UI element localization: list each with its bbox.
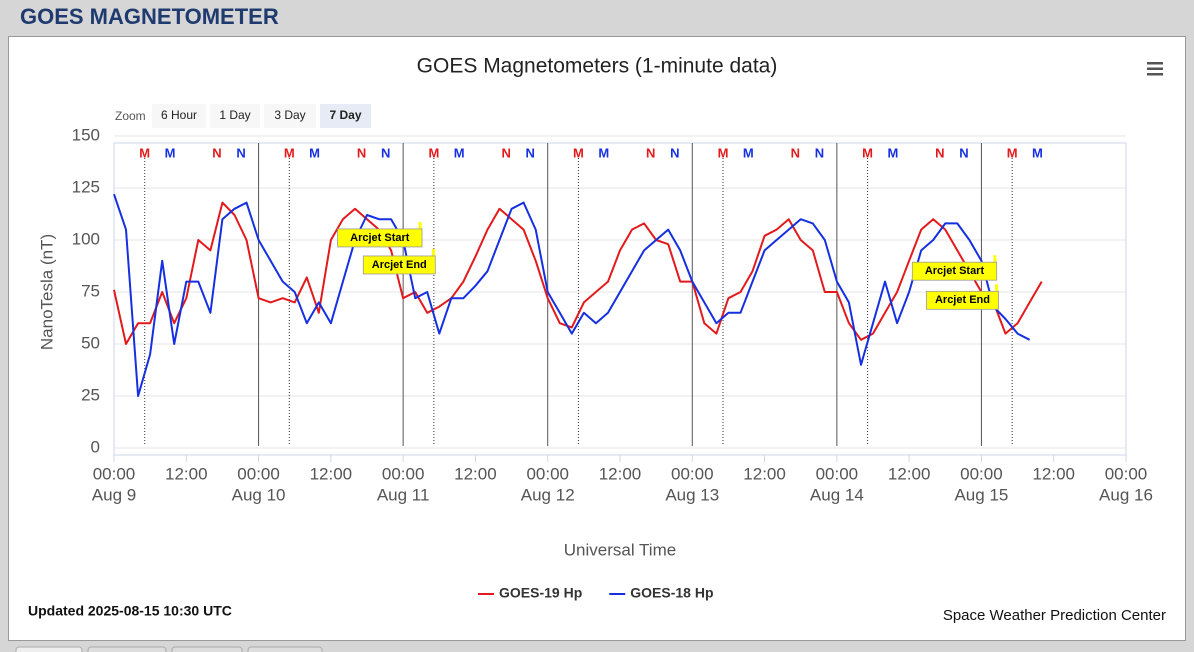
chart-title: GOES Magnetometers (1-minute data) bbox=[417, 55, 778, 78]
annotation-box bbox=[911, 261, 998, 281]
x-tick-date: Aug 16 bbox=[1099, 485, 1153, 504]
x-tick-label: 00:00 bbox=[1105, 464, 1148, 483]
marker-label: M bbox=[139, 145, 150, 160]
marker-label: N bbox=[526, 145, 535, 160]
x-tick-date: Aug 15 bbox=[954, 485, 1008, 504]
marker-label: M bbox=[1007, 145, 1018, 160]
zoom-button-label: 7 Day bbox=[329, 108, 361, 122]
x-tick-label: 12:00 bbox=[454, 464, 497, 483]
y-axis-title: NanoTesla (nT) bbox=[37, 234, 56, 350]
marker-label: N bbox=[791, 145, 800, 160]
marker-label: N bbox=[959, 145, 968, 160]
annotation-text: Arcjet End bbox=[935, 294, 990, 306]
y-tick-label: 50 bbox=[81, 333, 100, 352]
menu-bar bbox=[1147, 62, 1163, 65]
y-tick-label: 150 bbox=[72, 125, 100, 144]
marker-label: M bbox=[718, 145, 729, 160]
zoom-label: Zoom bbox=[115, 109, 146, 123]
x-tick-date: Aug 9 bbox=[92, 485, 136, 504]
chart-panel bbox=[8, 36, 1186, 641]
x-tick-label: 00:00 bbox=[816, 464, 859, 483]
marker-label: M bbox=[573, 145, 584, 160]
marker-label: M bbox=[1032, 145, 1043, 160]
x-tick-label: 12:00 bbox=[599, 464, 642, 483]
x-tick-label: 00:00 bbox=[93, 464, 136, 483]
x-tick-label: 00:00 bbox=[526, 464, 569, 483]
x-tick-date: Aug 13 bbox=[665, 485, 719, 504]
zoom-button-label: 6 Hour bbox=[161, 108, 197, 122]
marker-label: M bbox=[428, 145, 439, 160]
x-tick-label: 00:00 bbox=[237, 464, 280, 483]
annotation-box bbox=[362, 255, 436, 275]
marker-label: M bbox=[862, 145, 873, 160]
zoom-button-label: 3 Day bbox=[274, 108, 305, 122]
legend-label[interactable]: GOES-19 Hp bbox=[499, 585, 582, 601]
y-tick-label: 75 bbox=[81, 281, 100, 300]
menu-icon[interactable] bbox=[1147, 62, 1163, 76]
marker-label: M bbox=[454, 145, 465, 160]
tab[interactable] bbox=[15, 646, 83, 652]
x-tick-date: Aug 14 bbox=[810, 485, 864, 504]
series-line bbox=[113, 201, 1043, 345]
x-tick-label: 00:00 bbox=[960, 464, 1003, 483]
marker-label: N bbox=[501, 145, 510, 160]
marker-label: N bbox=[236, 145, 245, 160]
zoom-button[interactable] bbox=[320, 104, 371, 128]
marker-label: N bbox=[935, 145, 944, 160]
marker-label: N bbox=[646, 145, 655, 160]
marker-label: M bbox=[598, 145, 609, 160]
tab[interactable] bbox=[87, 646, 167, 652]
marker-label: N bbox=[357, 145, 366, 160]
x-tick-date: Aug 12 bbox=[521, 485, 575, 504]
x-tick-date: Aug 11 bbox=[377, 485, 430, 504]
annotation-text: Arcjet End bbox=[372, 259, 427, 271]
zoom-button-label: 1 Day bbox=[219, 108, 250, 122]
y-tick-label: 0 bbox=[91, 437, 100, 456]
x-tick-label: 12:00 bbox=[1032, 464, 1075, 483]
tab[interactable] bbox=[171, 646, 243, 652]
credit: Space Weather Prediction Center bbox=[943, 607, 1166, 624]
x-tick-label: 12:00 bbox=[165, 464, 208, 483]
marker-label: M bbox=[887, 145, 898, 160]
x-axis-title: Universal Time bbox=[564, 540, 676, 559]
annotation-box bbox=[926, 290, 999, 310]
x-tick-label: 12:00 bbox=[888, 464, 931, 483]
x-tick-date: Aug 10 bbox=[232, 485, 286, 504]
marker-label: N bbox=[212, 145, 221, 160]
menu-bar bbox=[1147, 67, 1163, 70]
annotation-text: Arcjet Start bbox=[350, 232, 410, 244]
x-tick-label: 12:00 bbox=[310, 464, 353, 483]
tabs bbox=[15, 646, 323, 652]
tab[interactable] bbox=[247, 646, 323, 652]
zoom-button[interactable] bbox=[264, 104, 316, 128]
updated-note: Updated 2025-08-15 10:30 UTC bbox=[28, 603, 232, 619]
menu-bar bbox=[1147, 73, 1163, 76]
legend-label[interactable]: GOES-18 Hp bbox=[630, 585, 713, 601]
marker-label: N bbox=[815, 145, 824, 160]
y-tick-label: 100 bbox=[72, 229, 100, 248]
marker-label: N bbox=[381, 145, 390, 160]
marker-label: N bbox=[670, 145, 679, 160]
annotation-text: Arcjet Start bbox=[925, 265, 985, 277]
marker-label: M bbox=[165, 145, 176, 160]
page-header: GOES MAGNETOMETER bbox=[20, 4, 279, 29]
y-tick-label: 125 bbox=[72, 177, 100, 196]
zoom-button[interactable] bbox=[152, 104, 206, 128]
series-line bbox=[113, 193, 1031, 397]
marker-label: M bbox=[743, 145, 754, 160]
annotation-box bbox=[337, 228, 423, 248]
x-tick-label: 00:00 bbox=[382, 464, 425, 483]
zoom-button[interactable] bbox=[210, 104, 260, 128]
marker-label: M bbox=[309, 145, 320, 160]
x-tick-label: 00:00 bbox=[671, 464, 714, 483]
y-tick-label: 25 bbox=[81, 385, 100, 404]
marker-label: M bbox=[284, 145, 295, 160]
x-tick-label: 12:00 bbox=[743, 464, 786, 483]
